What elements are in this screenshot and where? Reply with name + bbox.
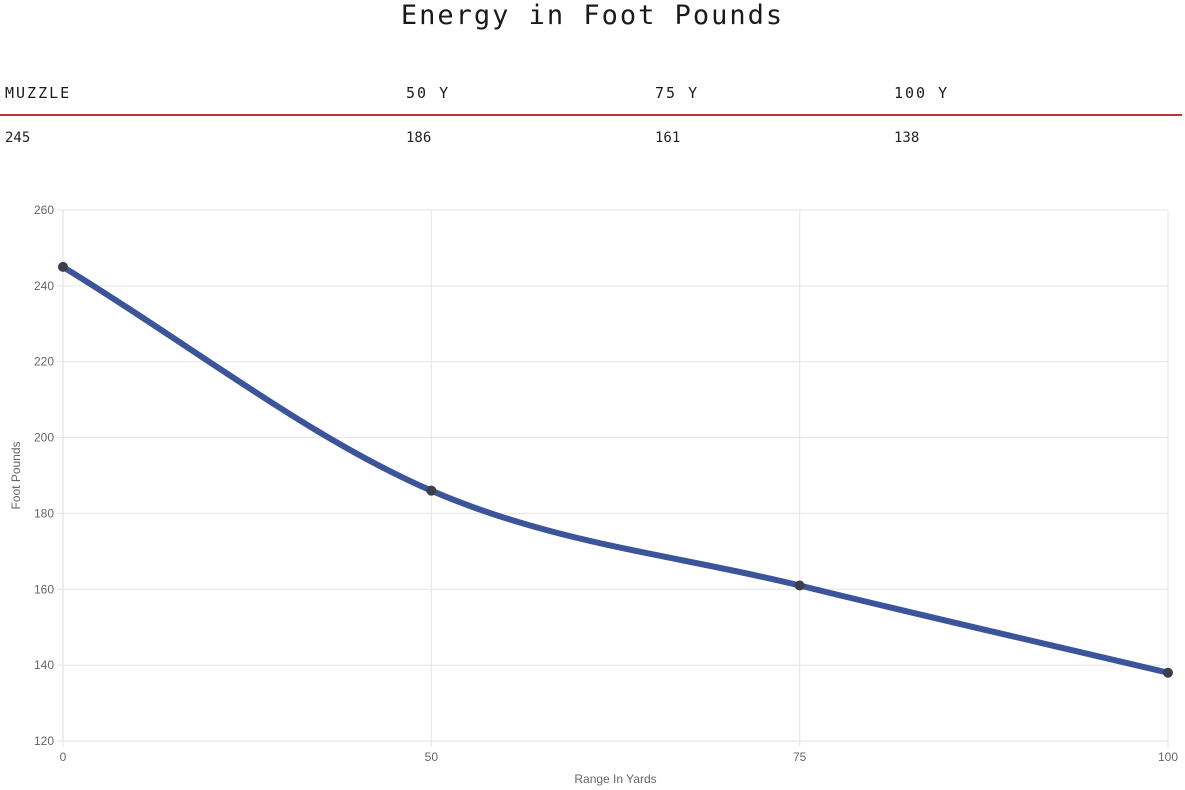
value-muzzle: 245 bbox=[5, 130, 31, 146]
energy-table: MUZZLE 50 Y 75 Y 100 Y 245 186 161 138 bbox=[0, 78, 1182, 162]
y-tick-label: 120 bbox=[34, 734, 54, 748]
x-axis-title: Range In Yards bbox=[574, 772, 656, 786]
x-tick-label: 50 bbox=[425, 750, 439, 764]
y-axis-title: Foot Pounds bbox=[9, 441, 23, 509]
table-value-row: 245 186 161 138 bbox=[0, 116, 1182, 162]
header-50-yards: 50 Y bbox=[406, 84, 451, 102]
y-tick-label: 180 bbox=[34, 506, 54, 520]
value-75-yards: 161 bbox=[655, 130, 681, 146]
header-100-yards: 100 Y bbox=[894, 84, 950, 102]
table-header-row: MUZZLE 50 Y 75 Y 100 Y bbox=[0, 78, 1182, 116]
y-tick-label: 160 bbox=[34, 582, 54, 596]
data-point bbox=[426, 485, 437, 496]
data-point bbox=[794, 580, 805, 591]
y-tick-label: 240 bbox=[34, 279, 54, 293]
y-tick-label: 200 bbox=[34, 431, 54, 445]
y-tick-label: 260 bbox=[34, 203, 54, 217]
value-50-yards: 186 bbox=[406, 130, 432, 146]
data-point bbox=[1163, 667, 1173, 678]
y-tick-label: 220 bbox=[34, 355, 54, 369]
header-muzzle: MUZZLE bbox=[5, 84, 72, 102]
data-point bbox=[58, 261, 68, 272]
x-tick-label: 75 bbox=[793, 750, 807, 764]
header-75-yards: 75 Y bbox=[655, 84, 700, 102]
series-line bbox=[60, 263, 1171, 676]
x-tick-label: 0 bbox=[60, 750, 67, 764]
x-tick-label: 100 bbox=[1158, 750, 1178, 764]
value-100-yards: 138 bbox=[894, 130, 920, 146]
page-title: Energy in Foot Pounds bbox=[400, 0, 785, 31]
y-tick-label: 140 bbox=[34, 658, 54, 672]
